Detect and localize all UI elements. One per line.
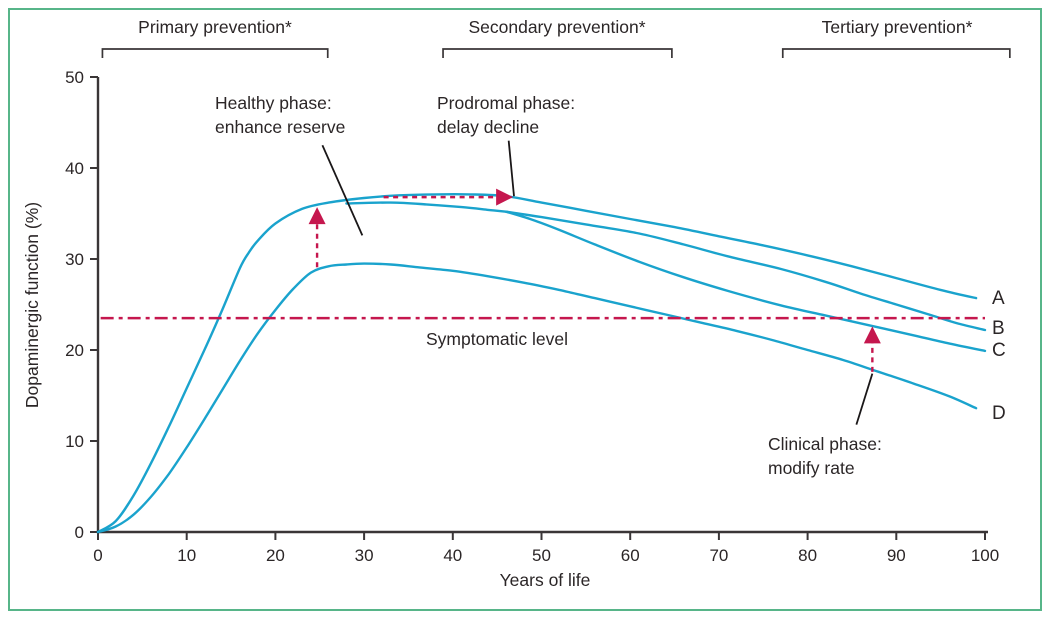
primary-prevention-label: Primary prevention* [138, 17, 292, 37]
curve-label-C: C [992, 340, 1006, 361]
curve-label-D: D [992, 403, 1006, 424]
y-tick-label: 0 [75, 523, 84, 542]
prevention-brackets [101, 48, 1011, 58]
x-axis-title: Years of life [500, 570, 591, 590]
secondary-prevention-label: Secondary prevention* [468, 17, 645, 37]
y-tick-label: 50 [65, 68, 84, 87]
y-tick-label: 40 [65, 159, 84, 178]
intervention-arrows [308, 188, 881, 372]
x-tick-label: 0 [93, 546, 102, 565]
x-tick-label: 70 [709, 546, 728, 565]
clinical-pointer-line [855, 373, 874, 425]
annotation-pointers [321, 140, 874, 425]
curve-label-A: A [992, 288, 1005, 309]
x-tick-label: 40 [443, 546, 462, 565]
prodromal-pointer-line [507, 140, 515, 197]
bracket-1 [442, 48, 673, 58]
x-tick-label: 60 [621, 546, 640, 565]
curve-D [96, 262, 978, 534]
y-tick-label: 10 [65, 432, 84, 451]
tertiary-prevention-label: Tertiary prevention* [822, 17, 973, 37]
y-tick-label: 20 [65, 341, 84, 360]
curve-A [96, 193, 978, 534]
enhance-reserve-arrow-head [308, 207, 326, 225]
x-tick-label: 80 [798, 546, 817, 565]
x-tick-label: 50 [532, 546, 551, 565]
x-tick-label: 100 [971, 546, 999, 565]
delay-decline-arrow-head [496, 188, 514, 206]
x-tick-label: 30 [355, 546, 374, 565]
healthy-phase-label-line1: Healthy phase: [215, 93, 332, 113]
symptomatic-level-label: Symptomatic level [426, 329, 568, 349]
prodromal-phase-label-line2: delay decline [437, 117, 539, 137]
curve-B [345, 201, 987, 332]
y-axis-title: Dopaminergic function (%) [22, 202, 42, 408]
modify-rate-arrow-head [863, 326, 881, 344]
axes: 0 10 20 30 40 50 60 70 80 90 100 0 10 20 30 40 50 [65, 68, 999, 565]
healthy-phase-label-line2: enhance reserve [215, 117, 345, 137]
x-tick-label: 90 [887, 546, 906, 565]
bracket-2 [781, 48, 1011, 58]
curve-C [504, 210, 987, 353]
prodromal-phase-label-line1: Prodromal phase: [437, 93, 575, 113]
healthy-pointer-line [321, 144, 364, 236]
x-tick-label: 10 [177, 546, 196, 565]
figure-border [8, 8, 1042, 611]
y-tick-label: 30 [65, 250, 84, 269]
clinical-phase-label-line1: Clinical phase: [768, 434, 882, 454]
curve-label-B: B [992, 318, 1005, 339]
x-tick-label: 20 [266, 546, 285, 565]
clinical-phase-label-line2: modify rate [768, 458, 855, 478]
bracket-0 [101, 48, 329, 58]
curves [96, 193, 987, 534]
